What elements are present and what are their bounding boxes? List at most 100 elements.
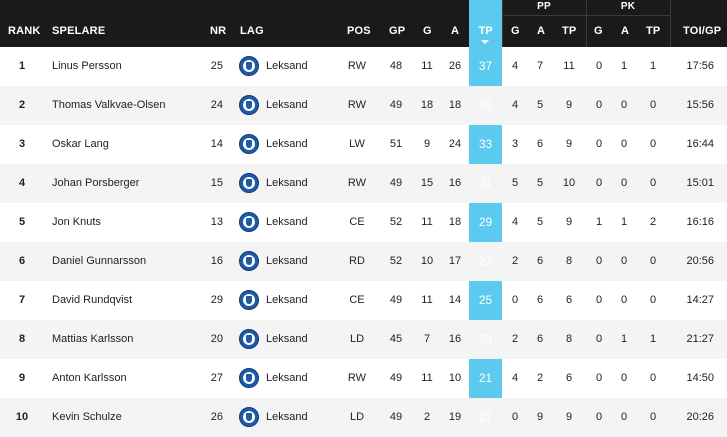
- col-team[interactable]: LAG: [240, 25, 264, 37]
- table-row[interactable]: 5 Jon Knuts 13 Leksand CE 52 11 18 29 4 5 9 1 1 2 16:16: [0, 203, 727, 242]
- tp-cell: 25: [478, 293, 493, 307]
- pp-a-cell: 7: [536, 60, 544, 72]
- col-pk-g[interactable]: G: [594, 25, 603, 37]
- player-name[interactable]: Johan Porsberger: [52, 177, 140, 189]
- pk-g-cell: 0: [595, 333, 603, 345]
- col-tp-sorted[interactable]: TP: [469, 0, 502, 47]
- col-pk-tp[interactable]: TP: [646, 25, 661, 37]
- toi-cell: 15:56: [686, 99, 714, 111]
- rank-cell: 9: [18, 372, 26, 384]
- gp-cell: 49: [389, 294, 403, 306]
- player-name[interactable]: Anton Karlsson: [52, 372, 127, 384]
- team-logo-icon: [239, 407, 259, 427]
- table-row[interactable]: 1 Linus Persson 25 Leksand RW 48 11 26 37 4 7 11 0 1 1…: [0, 47, 727, 86]
- tp-cell: 29: [478, 215, 493, 229]
- player-name[interactable]: Linus Persson: [52, 60, 122, 72]
- pk-a-cell: 0: [620, 99, 628, 111]
- team-logo-icon: [239, 368, 259, 388]
- col-pk-a[interactable]: A: [621, 25, 630, 37]
- team-logo-icon: [239, 329, 259, 349]
- pk-tp-cell: 0: [649, 372, 657, 384]
- player-name[interactable]: Oskar Lang: [52, 138, 109, 150]
- a-cell: 26: [448, 60, 462, 72]
- pk-a-cell: 0: [620, 138, 628, 150]
- pp-a-cell: 5: [536, 99, 544, 111]
- col-g[interactable]: G: [423, 25, 432, 37]
- table-row[interactable]: 3 Oskar Lang 14 Leksand LW 51 9 24 33 3 6 9 0 0 0 16:44: [0, 125, 727, 164]
- player-name[interactable]: David Rundqvist: [52, 294, 133, 306]
- pp-g-cell: 0: [511, 411, 519, 423]
- g-cell: 9: [423, 138, 431, 150]
- team-name[interactable]: Leksand: [266, 411, 308, 423]
- pp-g-cell: 4: [511, 216, 519, 228]
- team-logo-icon: [239, 251, 259, 271]
- player-name[interactable]: Thomas Valkvae-Olsen: [52, 99, 166, 111]
- team-name[interactable]: Leksand: [266, 60, 308, 72]
- rank-cell: 10: [15, 411, 29, 423]
- team-name[interactable]: Leksand: [266, 372, 308, 384]
- pk-tp-cell: 0: [649, 138, 657, 150]
- toi-cell: 20:26: [686, 411, 714, 423]
- pk-g-cell: 0: [595, 294, 603, 306]
- tp-cell: 37: [478, 59, 493, 73]
- gp-cell: 45: [389, 333, 403, 345]
- col-a[interactable]: A: [451, 25, 460, 37]
- player-name[interactable]: Mattias Karlsson: [52, 333, 134, 345]
- pk-tp-cell: 0: [649, 177, 657, 189]
- toi-cell: 14:27: [686, 294, 714, 306]
- team-name[interactable]: Leksand: [266, 333, 308, 345]
- col-player[interactable]: SPELARE: [52, 25, 106, 37]
- nr-cell: 24: [210, 99, 223, 111]
- tp-cell: 27: [478, 254, 493, 268]
- table-row[interactable]: 10 Kevin Schulze 26 Leksand LD 49 2 19 21 0 9 9 0 0 0 2…: [0, 398, 727, 437]
- pp-tp-cell: 11: [563, 60, 575, 72]
- pk-a-cell: 0: [620, 294, 628, 306]
- team-name[interactable]: Leksand: [266, 99, 308, 111]
- col-rank[interactable]: RANK: [8, 25, 41, 37]
- team-name[interactable]: Leksand: [266, 294, 308, 306]
- table-row[interactable]: 9 Anton Karlsson 27 Leksand RW 49 11 10 21 4 2 6 0 0 0…: [0, 359, 727, 398]
- nr-cell: 29: [210, 294, 223, 306]
- player-name[interactable]: Jon Knuts: [52, 216, 101, 228]
- a-cell: 16: [448, 177, 462, 189]
- team-name[interactable]: Leksand: [266, 216, 308, 228]
- col-pp-tp[interactable]: TP: [562, 25, 577, 37]
- col-pp-a[interactable]: A: [537, 25, 546, 37]
- player-name[interactable]: Daniel Gunnarsson: [52, 255, 147, 267]
- table-row[interactable]: 4 Johan Porsberger 15 Leksand RW 49 15 16 31 5 5 10…: [0, 164, 727, 203]
- table-row[interactable]: 8 Mattias Karlsson 20 Leksand LD 45 7 16 23 2 6 8 0 1…: [0, 320, 727, 359]
- g-cell: 7: [423, 333, 431, 345]
- tp-cell: 33: [478, 137, 493, 151]
- table-row[interactable]: 7 David Rundqvist 29 Leksand CE 49 11 14 25 0 6 6 0 0…: [0, 281, 727, 320]
- col-toi[interactable]: TOI/GP: [683, 25, 722, 37]
- pk-g-cell: 0: [595, 411, 603, 423]
- col-pos[interactable]: POS: [347, 25, 371, 37]
- pp-tp-cell: 9: [565, 138, 573, 150]
- rank-cell: 3: [18, 138, 26, 150]
- rank-cell: 4: [18, 177, 26, 189]
- pp-a-cell: 6: [536, 294, 544, 306]
- rank-cell: 2: [18, 99, 26, 111]
- pos-cell: LD: [349, 411, 365, 423]
- rank-cell: 7: [18, 294, 26, 306]
- col-pp-g[interactable]: G: [511, 25, 520, 37]
- pk-g-cell: 0: [595, 255, 603, 267]
- player-name[interactable]: Kevin Schulze: [52, 411, 122, 423]
- team-name[interactable]: Leksand: [266, 255, 308, 267]
- gp-cell: 51: [389, 138, 403, 150]
- sort-desc-icon: [481, 40, 489, 44]
- team-name[interactable]: Leksand: [266, 177, 308, 189]
- g-cell: 11: [421, 372, 433, 384]
- table-row[interactable]: 6 Daniel Gunnarsson 16 Leksand RD 52 10 17 27 2 6 8…: [0, 242, 727, 281]
- pos-cell: RW: [347, 177, 367, 189]
- header-divider: [502, 0, 503, 47]
- col-gp[interactable]: GP: [389, 25, 406, 37]
- pos-cell: RD: [349, 255, 365, 267]
- team-name[interactable]: Leksand: [266, 138, 308, 150]
- table-row[interactable]: 2 Thomas Valkvae-Olsen 24 Leksand RW 49 18 18 36…: [0, 86, 727, 125]
- pp-a-cell: 2: [536, 372, 544, 384]
- pk-g-cell: 0: [595, 177, 603, 189]
- col-nr[interactable]: NR: [210, 25, 227, 37]
- a-cell: 18: [448, 99, 462, 111]
- toi-cell: 14:50: [686, 372, 714, 384]
